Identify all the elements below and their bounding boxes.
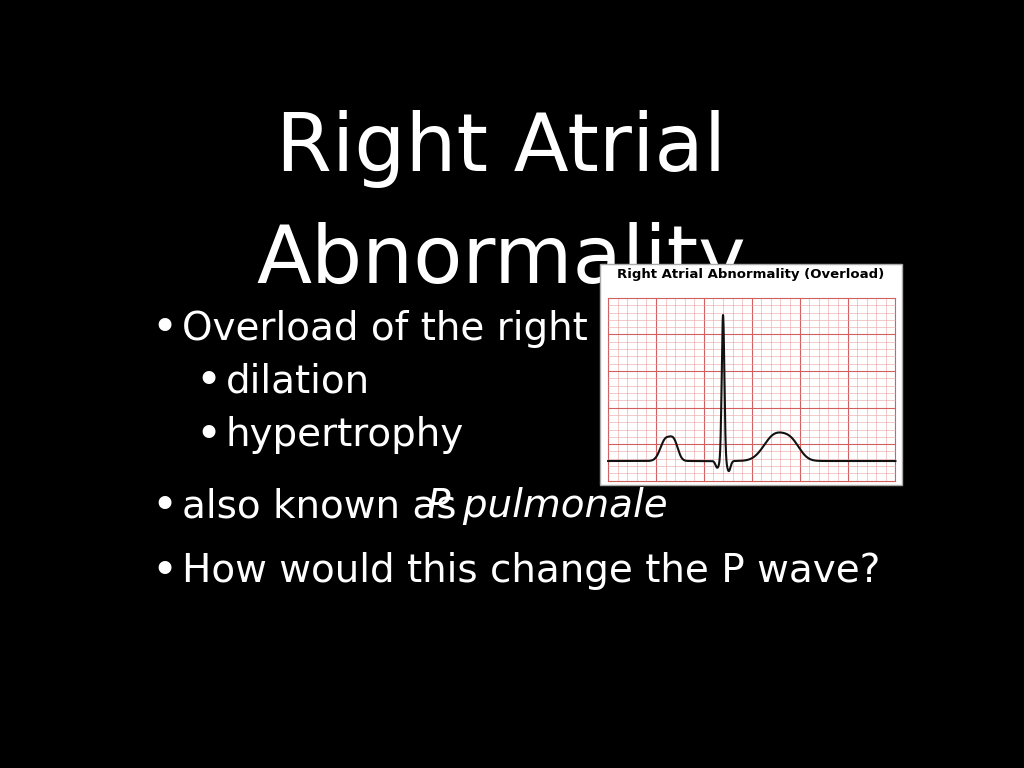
Text: dilation: dilation — [225, 363, 370, 401]
Text: P pulmonale: P pulmonale — [427, 487, 668, 525]
Text: •: • — [152, 550, 178, 593]
Text: •: • — [152, 307, 178, 350]
Text: also known as: also known as — [182, 487, 469, 525]
Text: hypertrophy: hypertrophy — [225, 416, 464, 454]
Text: Overload of the right atria: Overload of the right atria — [182, 310, 690, 348]
Text: •: • — [196, 414, 221, 457]
Text: •: • — [152, 485, 178, 528]
Text: Right Atrial: Right Atrial — [275, 110, 726, 188]
Text: Right Atrial Abnormality (Overload): Right Atrial Abnormality (Overload) — [617, 268, 885, 281]
FancyBboxPatch shape — [600, 263, 902, 485]
Text: How would this change the P wave?: How would this change the P wave? — [182, 552, 881, 590]
Text: Abnormality: Abnormality — [256, 222, 745, 300]
Text: •: • — [196, 360, 221, 403]
